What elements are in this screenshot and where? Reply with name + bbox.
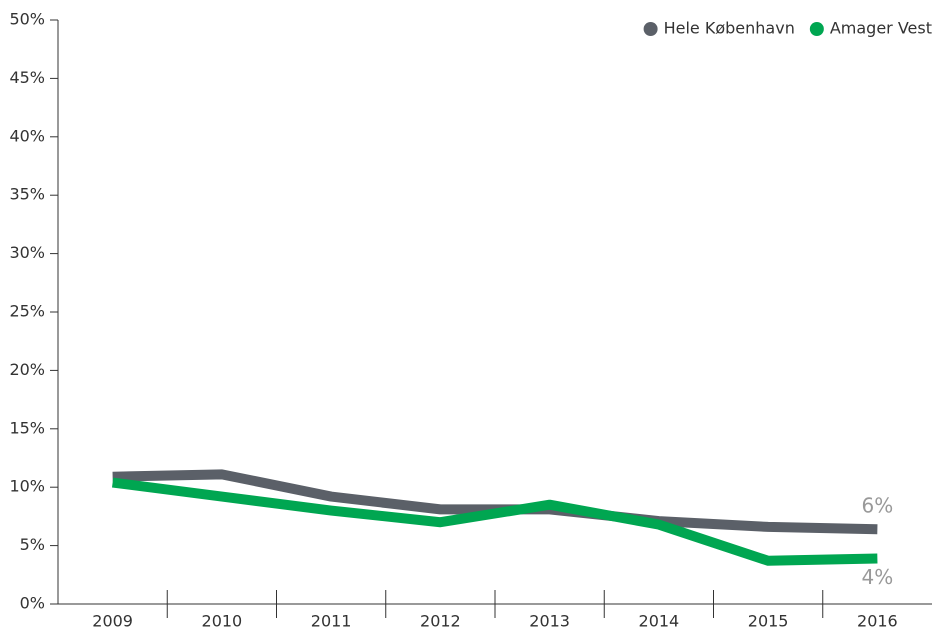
y-tick-label: 40% [9, 126, 45, 145]
x-tick-label: 2013 [529, 612, 570, 631]
y-tick-label: 45% [9, 68, 45, 87]
legend-label: Hele København [664, 19, 795, 38]
x-tick-label: 2012 [420, 612, 461, 631]
value-label: 4% [862, 565, 894, 589]
y-tick-label: 0% [20, 594, 45, 613]
legend-swatch [809, 22, 824, 36]
y-tick-label: 50% [9, 10, 45, 29]
y-tick-label: 5% [20, 535, 45, 554]
y-tick-label: 25% [9, 302, 45, 321]
legend-swatch [643, 22, 658, 36]
legend-label: Amager Vest [830, 19, 932, 38]
x-tick-label: 2010 [202, 612, 243, 631]
value-label: 6% [862, 494, 894, 518]
y-tick-label: 10% [9, 477, 45, 496]
x-tick-label: 2011 [311, 612, 352, 631]
series-line [111, 477, 878, 566]
x-tick-label: 2014 [639, 612, 680, 631]
y-tick-label: 20% [9, 360, 45, 379]
x-tick-label: 2016 [857, 612, 898, 631]
x-tick-label: 2015 [748, 612, 789, 631]
x-tick-label: 2009 [92, 612, 133, 631]
y-tick-label: 30% [9, 243, 45, 262]
y-tick-label: 15% [9, 418, 45, 437]
y-tick-label: 35% [9, 185, 45, 204]
